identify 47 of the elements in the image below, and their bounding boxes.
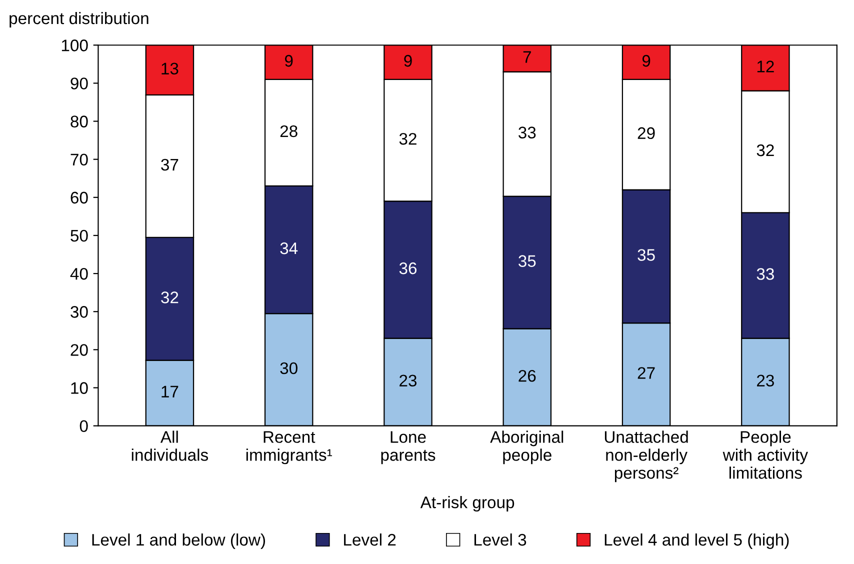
y-tick-label: 80	[70, 116, 88, 128]
y-tick-label: 90	[70, 78, 88, 90]
data-label: 28	[280, 125, 298, 138]
data-label: 27	[638, 367, 655, 379]
y-tick-label: 100	[62, 40, 88, 52]
y-tick-label: 0	[80, 420, 88, 432]
data-label: 26	[518, 370, 536, 382]
legend-label: Level 2	[344, 533, 396, 546]
data-label: 37	[161, 158, 178, 171]
data-label: 33	[756, 268, 774, 280]
data-label: 9	[642, 54, 650, 67]
data-label: 29	[638, 127, 655, 140]
y-tick-label: 30	[70, 306, 88, 318]
data-label: 32	[399, 132, 416, 145]
y-tick-label: 60	[70, 192, 88, 204]
data-label: 23	[400, 374, 417, 387]
x-axis-title: At-risk group	[420, 496, 514, 512]
data-label: 36	[399, 262, 417, 274]
x-tick-label: Recent immigrants¹	[246, 431, 332, 464]
data-label: 23	[757, 374, 774, 387]
data-label: 32	[161, 292, 178, 304]
data-label: 7	[523, 51, 531, 63]
data-label: 13	[162, 62, 178, 75]
data-label: 32	[756, 144, 774, 156]
x-tick-label: People with activity limitations	[722, 430, 808, 479]
data-label: 30	[280, 362, 298, 374]
data-label: 33	[518, 126, 536, 138]
data-label: 9	[404, 54, 412, 67]
y-tick-label: 20	[70, 344, 88, 356]
x-tick-label: All individuals	[132, 430, 208, 461]
y-axis-title: percent distribution	[10, 12, 148, 28]
x-tick-label: Unattached non-elderly persons²	[604, 430, 688, 482]
data-label: 12	[757, 60, 774, 72]
legend-label: Level 1 and below (low)	[92, 533, 266, 549]
data-label: 35	[638, 249, 655, 261]
y-tick-label: 50	[70, 230, 88, 242]
data-label: 17	[162, 386, 178, 398]
y-tick-label: 70	[70, 154, 88, 166]
legend-label: Level 3	[474, 533, 526, 546]
x-tick-label: Lone parents	[381, 431, 436, 464]
data-label: 34	[280, 242, 298, 254]
data-label: 9	[284, 54, 293, 67]
legend-label: Level 4 and level 5 (high)	[604, 533, 789, 549]
y-tick-label: 40	[70, 268, 88, 280]
y-tick-label: 10	[71, 382, 88, 394]
x-tick-label: Aboriginal people	[490, 430, 564, 464]
data-label: 35	[518, 255, 536, 267]
